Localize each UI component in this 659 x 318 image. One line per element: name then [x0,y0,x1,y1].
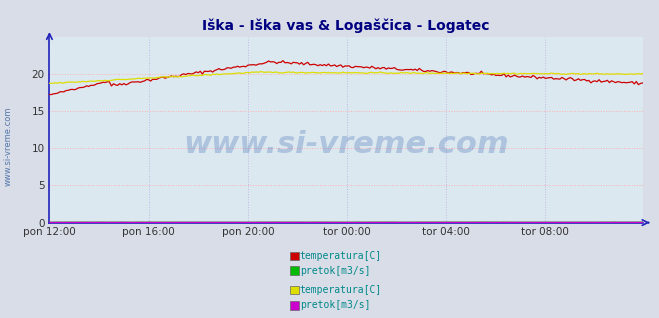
Text: temperatura[C]: temperatura[C] [300,285,382,295]
Text: www.si-vreme.com: www.si-vreme.com [183,130,509,159]
Text: www.si-vreme.com: www.si-vreme.com [4,107,13,186]
Text: temperatura[C]: temperatura[C] [300,251,382,261]
Title: Iška - Iška vas & Logaščica - Logatec: Iška - Iška vas & Logaščica - Logatec [202,18,490,33]
Text: pretok[m3/s]: pretok[m3/s] [300,266,370,276]
Text: pretok[m3/s]: pretok[m3/s] [300,300,370,310]
